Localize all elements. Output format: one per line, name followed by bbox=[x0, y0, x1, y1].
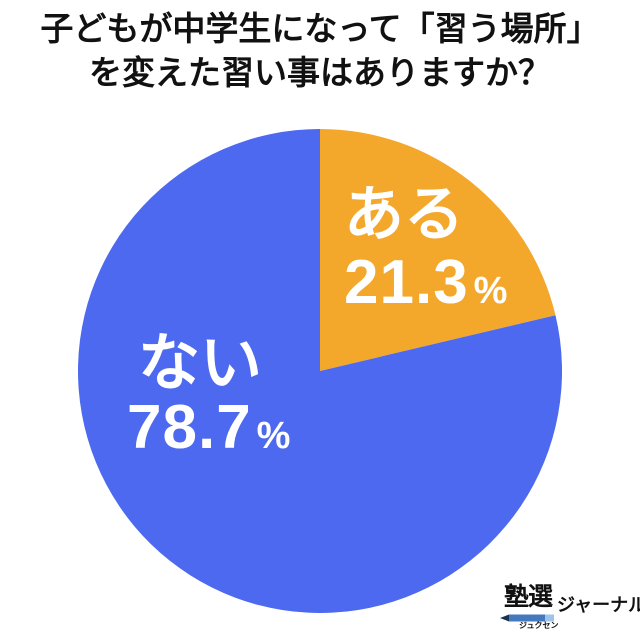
chart-title-line2: を変えた習い事はありますか？ bbox=[89, 54, 551, 91]
pencil-body bbox=[509, 614, 545, 622]
slice-value-nai-number: 78.7 bbox=[127, 393, 252, 462]
pie-slice-1 bbox=[77, 129, 562, 613]
pencil-end bbox=[545, 614, 554, 622]
slice-value-nai: 78.7% bbox=[127, 397, 291, 459]
slice-value-aru: 21.3% bbox=[344, 252, 508, 314]
brand-logo-suffix: ジャーナル bbox=[557, 595, 640, 615]
brand-logo-furigana: ジュクセン bbox=[519, 621, 559, 630]
pencil-tip bbox=[500, 614, 509, 622]
percent-sign: % bbox=[256, 415, 292, 457]
chart-title-line1: 子どもが中学生になって「習う場所」 bbox=[40, 10, 600, 47]
slice-label-nai: ない bbox=[138, 329, 263, 398]
chart-title: 子どもが中学生になって「習う場所」 を変えた習い事はありますか？ bbox=[0, 7, 640, 95]
brand-logo-text: 塾選 bbox=[504, 583, 553, 611]
pie-slice-0 bbox=[320, 129, 556, 371]
slice-label-aru: ある bbox=[344, 181, 464, 248]
slice-value-aru-number: 21.3 bbox=[344, 248, 469, 317]
brand-logo: 塾選 ジュクセン ジャーナル bbox=[500, 582, 640, 636]
percent-sign: % bbox=[473, 270, 509, 312]
pencil-icon bbox=[500, 614, 554, 622]
